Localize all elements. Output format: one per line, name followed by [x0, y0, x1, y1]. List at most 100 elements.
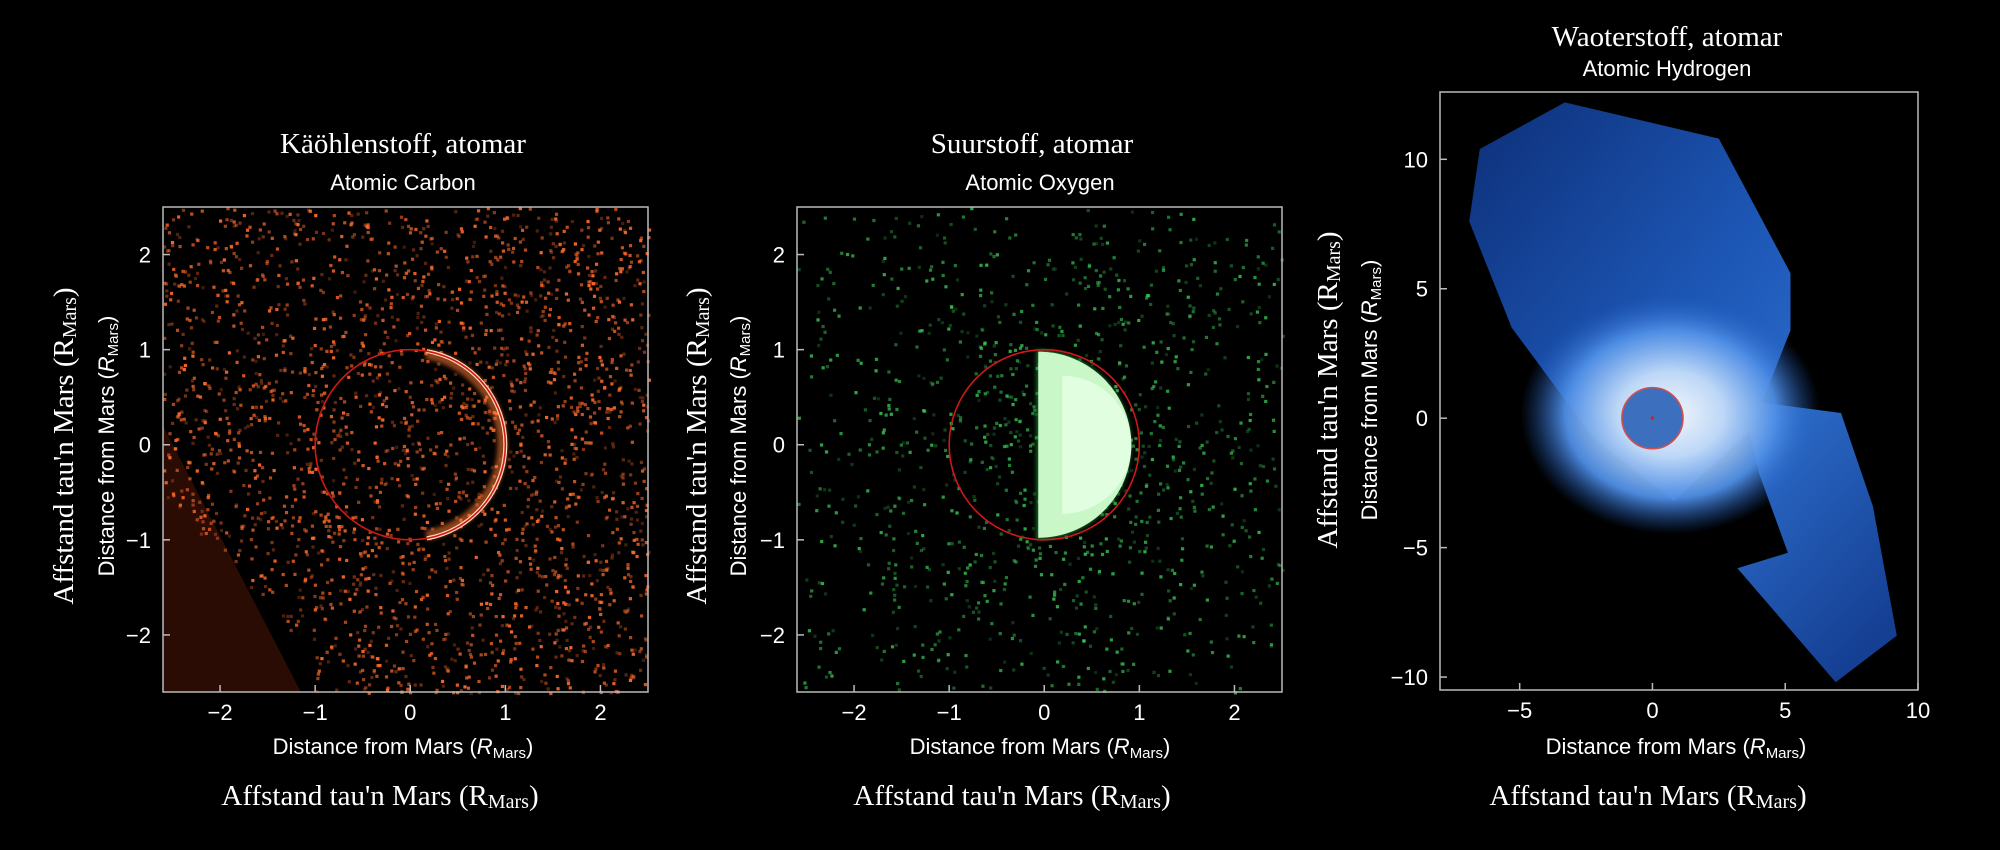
speckle [841, 497, 845, 501]
speckle [1132, 662, 1136, 666]
speckle [1196, 276, 1200, 280]
speckle [499, 302, 503, 306]
speckle [1152, 670, 1156, 674]
speckle [1134, 515, 1138, 519]
speckle [555, 638, 559, 642]
speckle [494, 362, 498, 366]
speckle [893, 593, 897, 597]
speckle [992, 589, 996, 593]
speckle [192, 308, 196, 312]
x-tick-label: 0 [1038, 700, 1050, 725]
speckle [513, 293, 517, 297]
speckle [221, 269, 226, 273]
speckle [477, 524, 481, 528]
speckle [583, 308, 587, 312]
speckle [580, 401, 584, 405]
speckle [485, 601, 489, 606]
speckle [302, 495, 306, 499]
speckle [215, 340, 219, 344]
speckle [470, 397, 474, 402]
speckle [631, 550, 635, 554]
mars-circle [948, 348, 1141, 541]
speckle [598, 228, 602, 232]
speckle [222, 398, 226, 402]
speckle [195, 284, 200, 288]
speckle [222, 258, 226, 262]
panel-carbon-title: Käöhlenstoff, atomar [280, 128, 526, 160]
speckle [329, 344, 334, 349]
speckle [507, 247, 511, 251]
speckle [644, 415, 649, 420]
speckle [487, 676, 492, 680]
speckle [314, 371, 318, 375]
speckle [586, 533, 591, 538]
speckle [1014, 233, 1018, 237]
speckle [210, 467, 214, 471]
speckle [1265, 384, 1269, 389]
speckle [1099, 236, 1103, 240]
speckle [369, 363, 373, 367]
speckle [596, 664, 600, 668]
speckle [236, 294, 240, 298]
speckle [1100, 338, 1104, 342]
speckle [503, 421, 508, 425]
speckle [189, 326, 194, 330]
speckle [573, 242, 578, 246]
speckle [517, 428, 522, 432]
speckle [502, 373, 506, 378]
speckle [990, 456, 994, 460]
speckle [331, 310, 335, 314]
speckle [211, 366, 215, 370]
speckle [422, 347, 426, 351]
speckle [428, 291, 432, 295]
speckle [421, 454, 425, 458]
speckle [1239, 461, 1244, 466]
speckle [1014, 501, 1019, 505]
speckle [1009, 343, 1013, 347]
speckle [359, 573, 363, 577]
speckle [642, 479, 646, 483]
speckle [335, 515, 339, 519]
speckle [558, 538, 562, 542]
speckle [492, 439, 496, 443]
speckle [312, 446, 316, 450]
speckle [506, 243, 510, 247]
speckle [498, 593, 503, 597]
speckle [1004, 576, 1009, 580]
speckle [587, 283, 591, 288]
speckle [1192, 467, 1197, 472]
speckle [520, 300, 524, 304]
speckle [327, 519, 331, 523]
speckle [1155, 350, 1159, 354]
speckle [1264, 352, 1268, 357]
speckle [187, 273, 191, 277]
speckle [286, 614, 290, 618]
speckle [1078, 357, 1082, 362]
speckle [1205, 598, 1209, 602]
speckle [404, 390, 408, 394]
speckle [351, 235, 355, 239]
speckle [810, 589, 814, 593]
speckle [178, 235, 182, 240]
speckle [518, 479, 522, 483]
speckle [394, 339, 398, 343]
speckle [538, 406, 542, 410]
speckle [278, 264, 282, 268]
speckle [322, 362, 327, 367]
speckle [629, 303, 633, 307]
speckle [944, 597, 948, 601]
speckle [261, 235, 265, 239]
speckle [358, 552, 363, 556]
speckle [882, 576, 886, 580]
speckle [258, 490, 262, 494]
speckle [403, 261, 407, 265]
speckle [1073, 343, 1078, 347]
speckle [1118, 305, 1122, 310]
speckle [1020, 309, 1024, 314]
speckle [347, 211, 351, 215]
speckle [338, 545, 343, 549]
speckle [371, 655, 375, 659]
speckle [1260, 358, 1264, 362]
speckle [363, 316, 367, 320]
panel-hydrogen-title: Waoterstoff, atomar [1552, 21, 1783, 53]
